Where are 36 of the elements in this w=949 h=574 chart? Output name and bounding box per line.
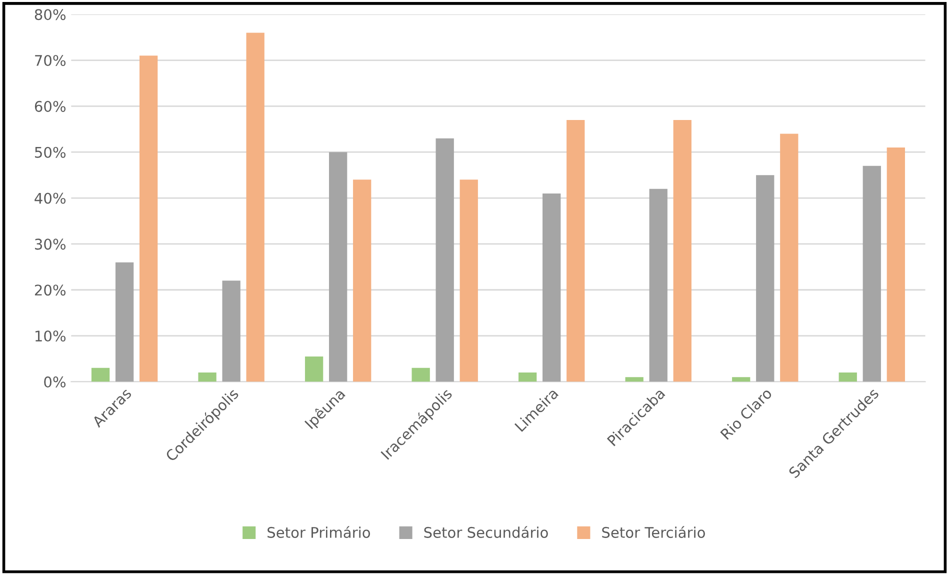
legend-label: Setor Primário <box>268 526 370 538</box>
y-tick-label: 80% <box>34 9 66 20</box>
bar <box>460 180 478 382</box>
y-tick-label: 40% <box>34 192 66 204</box>
bar <box>91 368 110 382</box>
bar <box>198 372 216 382</box>
bar <box>673 120 692 382</box>
bar <box>329 152 348 382</box>
y-tick-label: 10% <box>36 330 66 342</box>
bar <box>246 32 264 382</box>
bar <box>304 356 324 382</box>
bar <box>838 372 857 382</box>
y-tick-label: 0% <box>44 376 66 388</box>
bar <box>566 120 585 382</box>
bar <box>115 262 134 382</box>
bar <box>780 134 798 382</box>
bar <box>625 377 644 382</box>
bar <box>542 193 561 382</box>
legend-label: Setor Terciário <box>602 526 705 538</box>
bar <box>353 180 372 382</box>
bar <box>518 372 537 382</box>
bar <box>886 148 905 382</box>
y-tick-label: 30% <box>35 238 66 250</box>
y-tick-label: 60% <box>34 100 66 112</box>
y-tick-label: 20% <box>34 284 66 296</box>
legend-label: Setor Secundário <box>424 526 548 538</box>
bar <box>140 56 158 382</box>
bar <box>222 280 240 382</box>
bar <box>732 377 750 382</box>
y-tick-label: 70% <box>35 54 66 66</box>
bar <box>436 138 454 382</box>
bar <box>649 188 668 382</box>
bar <box>756 175 774 382</box>
y-tick-label: 50% <box>35 146 66 158</box>
bar <box>412 368 430 382</box>
bar <box>862 166 881 382</box>
